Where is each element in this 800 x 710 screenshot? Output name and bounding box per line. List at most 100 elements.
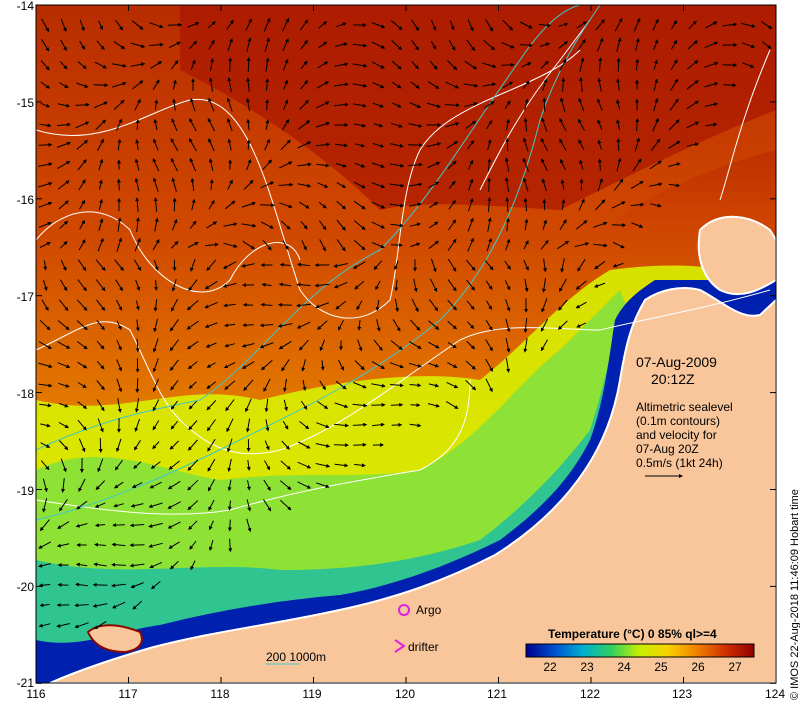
velocity-arrow <box>112 63 127 68</box>
velocity-arrow <box>578 97 585 112</box>
velocity-arrow <box>668 140 681 150</box>
velocity-arrow <box>60 458 67 473</box>
velocity-arrow <box>723 83 737 88</box>
velocity-arrow <box>597 77 602 92</box>
velocity-arrow <box>354 280 365 290</box>
velocity-arrow <box>653 59 658 70</box>
velocity-arrow <box>59 440 69 451</box>
velocity-arrow <box>300 60 308 69</box>
velocity-arrow <box>465 120 477 130</box>
velocity-arrow <box>466 39 475 52</box>
velocity-arrow <box>208 499 215 511</box>
legend-line: (0.1m contours) <box>636 414 721 428</box>
velocity-arrow <box>75 523 88 528</box>
velocity-arrow <box>487 197 492 212</box>
velocity-arrow <box>320 360 325 371</box>
velocity-arrow <box>542 97 547 112</box>
velocity-arrow <box>278 302 293 307</box>
velocity-arrow <box>335 143 348 148</box>
velocity-arrow <box>111 583 126 588</box>
velocity-arrow <box>389 183 405 188</box>
velocity-arrow <box>224 343 235 348</box>
velocity-arrow <box>57 362 71 369</box>
velocity-arrow <box>246 518 252 533</box>
velocity-arrow <box>502 19 514 31</box>
velocity-arrow <box>598 57 603 72</box>
velocity-arrow <box>444 103 460 108</box>
colorbar-tick-label: 25 <box>654 660 668 674</box>
velocity-arrow <box>430 40 437 50</box>
velocity-arrow <box>264 37 271 52</box>
velocity-arrow <box>540 60 549 69</box>
velocity-arrow <box>447 299 457 311</box>
velocity-arrow <box>94 502 106 508</box>
velocity-arrow <box>297 141 312 149</box>
velocity-arrow <box>409 383 422 388</box>
velocity-arrow <box>206 400 217 411</box>
colorbar <box>525 643 755 658</box>
velocity-arrow <box>558 22 569 27</box>
velocity-arrow <box>171 177 177 192</box>
velocity-arrow <box>429 201 439 209</box>
colorbar-tick-label: 27 <box>728 660 742 674</box>
velocity-arrow <box>541 158 548 172</box>
velocity-arrow <box>60 18 67 33</box>
velocity-arrow <box>597 158 602 171</box>
velocity-arrow <box>279 161 293 169</box>
velocity-arrow <box>113 481 124 489</box>
velocity-arrow <box>38 583 51 588</box>
velocity-arrow <box>58 200 69 210</box>
lon-tick-label: 121 <box>486 687 508 701</box>
velocity-arrow <box>485 339 493 352</box>
velocity-arrow <box>559 117 567 132</box>
velocity-arrow <box>168 541 180 549</box>
velocity-arrow <box>39 242 51 248</box>
velocity-arrow <box>319 380 326 391</box>
velocity-arrow <box>354 360 365 371</box>
lon-tick-label: 116 <box>26 687 46 701</box>
velocity-arrow <box>78 179 86 191</box>
velocity-arrow <box>57 180 70 190</box>
velocity-arrow <box>373 260 383 271</box>
velocity-arrow <box>486 300 493 310</box>
velocity-arrow <box>484 260 494 271</box>
velocity-arrow <box>242 240 256 250</box>
velocity-arrow <box>413 278 418 293</box>
velocity-arrow <box>317 320 328 330</box>
velocity-arrow <box>300 220 308 230</box>
velocity-arrow <box>76 500 88 510</box>
velocity-arrow <box>649 160 662 170</box>
velocity-arrow <box>541 117 548 132</box>
velocity-arrow <box>649 182 663 187</box>
depth-legend-label: 200 1000m <box>266 650 327 664</box>
velocity-arrow <box>116 237 123 252</box>
velocity-arrow <box>485 18 494 32</box>
velocity-arrow <box>134 237 141 252</box>
velocity-arrow <box>264 398 269 413</box>
velocity-arrow <box>170 379 179 391</box>
velocity-arrow <box>334 62 349 67</box>
velocity-arrow <box>222 282 237 288</box>
velocity-arrow <box>282 58 289 71</box>
velocity-arrow <box>262 499 272 512</box>
velocity-arrow <box>371 383 386 388</box>
velocity-arrow <box>278 282 292 287</box>
velocity-arrow <box>372 142 385 148</box>
velocity-arrow <box>297 162 312 167</box>
velocity-arrow <box>391 60 402 70</box>
velocity-arrow <box>96 380 105 391</box>
velocity-arrow <box>390 143 404 148</box>
velocity-arrow <box>152 399 160 412</box>
velocity-arrow <box>522 177 529 192</box>
velocity-arrow <box>578 139 585 151</box>
velocity-arrow <box>390 340 403 351</box>
velocity-arrow <box>116 118 123 131</box>
velocity-arrow <box>114 460 123 471</box>
velocity-arrow <box>593 221 608 228</box>
map-date: 07-Aug-2009 <box>636 354 717 370</box>
velocity-arrow <box>263 378 271 392</box>
velocity-arrow <box>134 418 141 432</box>
lon-tick-label: 118 <box>210 687 230 701</box>
velocity-arrow <box>427 403 440 408</box>
velocity-arrow <box>371 41 386 49</box>
